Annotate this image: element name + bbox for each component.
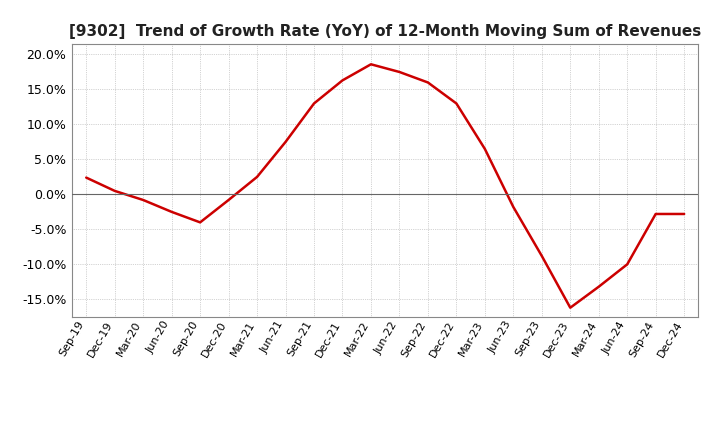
Title: [9302]  Trend of Growth Rate (YoY) of 12-Month Moving Sum of Revenues: [9302] Trend of Growth Rate (YoY) of 12-… (69, 24, 701, 39)
